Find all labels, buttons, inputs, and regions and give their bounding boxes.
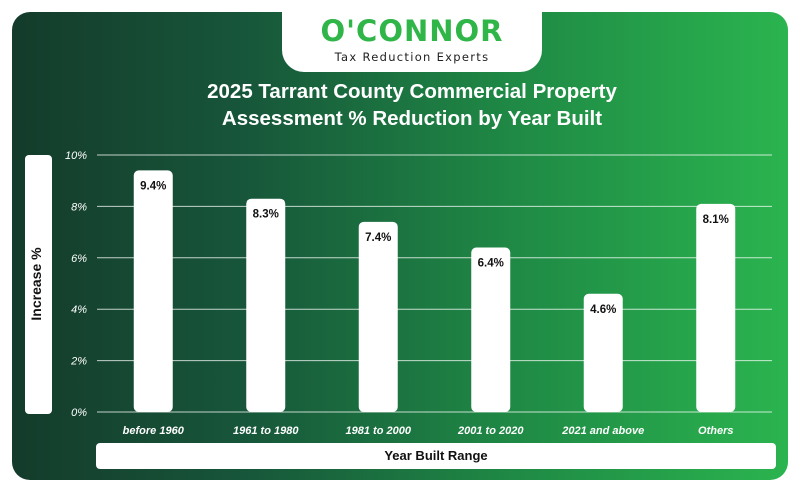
bar xyxy=(358,221,398,412)
value-labels: 9.4% 8.3% 7.4% 6.4% 4.6% 8.1% xyxy=(140,180,729,315)
bar xyxy=(471,247,511,412)
bar xyxy=(246,198,286,412)
chart-title-line-2: Assessment % Reduction by Year Built xyxy=(221,107,603,130)
x-tick-label: Others xyxy=(698,425,733,437)
x-tick-label: 1961 to 1980 xyxy=(233,425,299,437)
logo-tab: O'CONNOR Tax Reduction Experts xyxy=(282,12,542,72)
bar xyxy=(696,203,736,412)
x-tick-label: 1981 to 2000 xyxy=(346,425,412,437)
bars xyxy=(133,170,736,412)
y-tick-label: 0% xyxy=(71,407,87,419)
value-label: 8.3% xyxy=(253,209,279,221)
y-tick-label: 2% xyxy=(70,356,87,368)
value-label: 4.6% xyxy=(590,304,616,316)
x-tick-label: before 1960 xyxy=(123,425,185,437)
y-tick-label: 6% xyxy=(71,253,87,265)
gridlines xyxy=(97,154,772,413)
value-label: 8.1% xyxy=(703,214,729,226)
x-axis-label: Year Built Range xyxy=(96,443,776,469)
brand-tagline: Tax Reduction Experts xyxy=(334,50,490,64)
brand-logo: O'CONNOR xyxy=(320,14,504,48)
value-label: 7.4% xyxy=(365,232,391,244)
value-label: 9.4% xyxy=(140,180,166,192)
y-tick-label: 8% xyxy=(71,201,87,213)
x-tick-label: 2021 and above xyxy=(561,425,644,437)
bar xyxy=(583,293,623,412)
bar-chart: 0% 2% 4% 6% 8% 10% 9.4% 8.3% 7.4% 6.4% 4.6% 8.1% b… xyxy=(65,150,772,437)
bar xyxy=(133,170,173,412)
x-tick-label: 2001 to 2020 xyxy=(457,425,524,437)
y-axis-label-box xyxy=(25,155,52,414)
value-label: 6.4% xyxy=(478,258,504,270)
chart-title-line-1: 2025 Tarrant County Commercial Property xyxy=(207,80,617,103)
y-tick-labels: 0% 2% 4% 6% 8% 10% xyxy=(65,150,87,419)
y-tick-label: 4% xyxy=(71,304,87,316)
y-tick-label: 10% xyxy=(65,150,87,162)
x-tick-labels: before 1960 1961 to 1980 1981 to 2000 2001 … xyxy=(123,425,734,437)
chart-title: 2025 Tarrant County Commercial Property … xyxy=(112,78,712,132)
chart-card: O'CONNOR Tax Reduction Experts 2025 Tarr… xyxy=(12,12,788,480)
